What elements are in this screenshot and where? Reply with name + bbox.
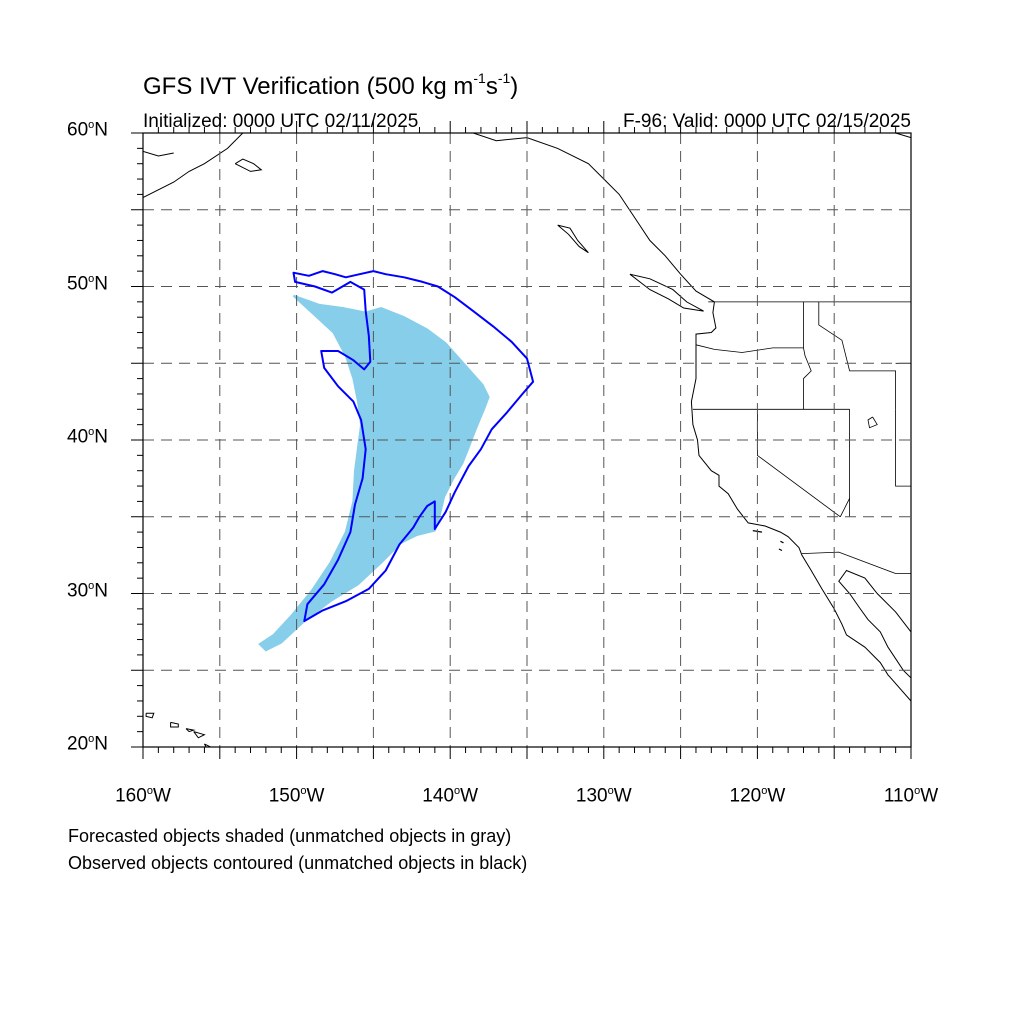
valid-time: F-96: Valid: 0000 UTC 02/15/2025	[623, 111, 911, 132]
axis-label-part: o	[454, 785, 461, 797]
axis-label-part: 130	[575, 785, 608, 807]
coastline	[895, 133, 911, 139]
lat-label: 40oN	[67, 426, 108, 448]
axis-label-part: 60	[67, 119, 89, 141]
axis-label-part: o	[761, 785, 768, 797]
lon-label: 110oW	[884, 785, 938, 807]
axis-label-part: 160	[115, 785, 147, 807]
coastline	[603, 178, 911, 702]
coastline	[473, 133, 605, 180]
axis-label-part: o	[300, 785, 307, 797]
observed-objects-layer	[292, 270, 535, 623]
political-border	[801, 551, 911, 574]
coastline	[838, 569, 911, 679]
channel-island	[778, 548, 783, 552]
axis-label-part: o	[88, 272, 95, 285]
axis-label-part: 40	[67, 426, 89, 448]
axis-label-part: 120	[729, 785, 762, 807]
axis-label-part: 150	[268, 785, 301, 807]
axis-label-part: 30	[67, 579, 89, 601]
axis-label-part: o	[88, 119, 95, 131]
political-border	[895, 409, 911, 487]
lake-outline	[867, 416, 878, 429]
coastline	[629, 273, 704, 312]
axis-label-part: W	[920, 785, 939, 807]
forecast-object-shaded	[258, 294, 490, 652]
axis-label-part: W	[460, 785, 479, 807]
political-border	[803, 301, 812, 410]
hawaii-island	[203, 743, 212, 747]
lat-label: 50oN	[67, 273, 108, 295]
axis-label-part: o	[607, 785, 614, 797]
axis-label-part: o	[88, 579, 95, 592]
axis-label-part: N	[94, 733, 108, 755]
hawaii-island	[170, 721, 179, 728]
coastline	[143, 150, 174, 157]
political-border	[757, 409, 841, 518]
axis-label-part: 110	[883, 785, 915, 807]
axis-label-part: N	[94, 119, 108, 141]
lon-label: 130oW	[576, 785, 632, 807]
observed-object-contour	[292, 270, 535, 623]
axis-label-part: W	[152, 785, 171, 807]
lon-label: 140oW	[422, 785, 478, 807]
axis-label-part: 140	[422, 785, 455, 807]
political-border	[695, 344, 804, 353]
axis-label-part: W	[613, 785, 632, 807]
hawaii-island	[193, 731, 206, 739]
lat-label: 30oN	[67, 580, 108, 602]
plot-title: GFS IVT Verification (500 kg m-1s-1)	[143, 70, 519, 101]
footnote-observed: Observed objects contoured (unmatched ob…	[68, 853, 528, 873]
channel-island	[780, 540, 784, 544]
axis-label-part: 20	[67, 733, 89, 755]
lon-label: 150oW	[269, 785, 325, 807]
coastline	[557, 224, 589, 254]
political-border	[839, 498, 850, 517]
axis-ticks	[131, 121, 912, 759]
axis-label-part: 50	[67, 272, 89, 294]
lon-label: 160oW	[115, 785, 171, 807]
title-exponent-2: -1	[497, 70, 511, 86]
axis-label-part: o	[914, 785, 921, 797]
title-exponent-1: -1	[473, 70, 486, 86]
axis-label-part: o	[146, 785, 153, 797]
lon-label: 120oW	[730, 785, 786, 807]
initialized-time: Initialized: 0000 UTC 02/11/2025	[143, 111, 419, 132]
title-mid: s	[485, 73, 498, 100]
hawaii-island	[145, 712, 155, 719]
axis-label-part: W	[767, 785, 786, 807]
axis-label-part: o	[88, 426, 95, 438]
coastline	[234, 158, 263, 172]
coastline	[143, 133, 244, 198]
hawaii-island	[185, 728, 196, 733]
title-prefix: GFS IVT Verification (500 kg m	[143, 73, 474, 100]
lat-label: 60oN	[67, 119, 108, 141]
axis-label-part: W	[306, 785, 325, 807]
political-border	[818, 301, 896, 410]
gridlines	[143, 133, 911, 747]
title-suffix: )	[510, 73, 519, 100]
lat-label: 20oN	[67, 733, 108, 755]
axis-label-part: N	[94, 272, 108, 294]
footnote-forecast: Forecasted objects shaded (unmatched obj…	[68, 826, 512, 846]
axis-label-part: N	[94, 426, 108, 448]
axis-label-part: N	[94, 579, 108, 601]
axis-label-part: o	[88, 733, 95, 745]
forecast-objects-layer	[258, 294, 490, 652]
